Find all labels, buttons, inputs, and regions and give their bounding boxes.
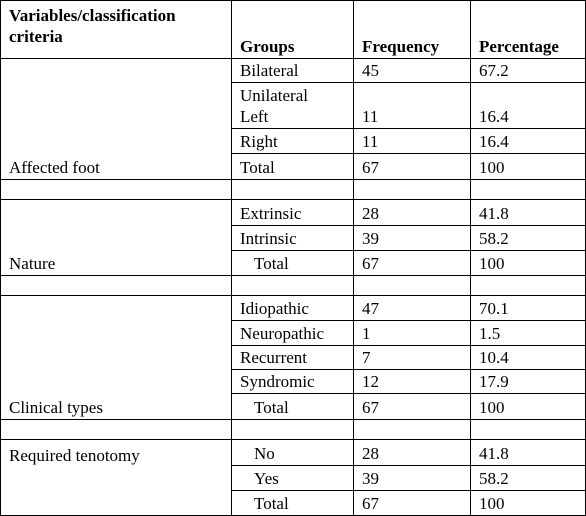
table-cell — [470, 419, 586, 440]
table-cell: 7 — [353, 345, 471, 370]
table-cell: 41.8 — [470, 199, 586, 226]
table-cell: 28 — [353, 439, 471, 466]
table-cell — [231, 179, 354, 200]
table-cell: Nature — [0, 199, 232, 276]
table-cell: Clinical types — [0, 295, 232, 420]
table-cell: 45 — [353, 58, 471, 83]
header-cell: Percentage — [470, 0, 586, 59]
table-cell — [353, 275, 471, 296]
header-cell: Groups — [231, 0, 354, 59]
table-cell: No — [231, 439, 354, 466]
table-cell: 11 — [353, 82, 471, 129]
table-cell — [470, 275, 586, 296]
table-cell — [231, 419, 354, 440]
table-cell: 39 — [353, 465, 471, 491]
table-cell — [231, 275, 354, 296]
table-cell: Syndromic — [231, 369, 354, 394]
table-cell: 11 — [353, 128, 471, 154]
table-cell: 100 — [470, 250, 586, 276]
table-cell — [0, 179, 232, 200]
table-cell: 67 — [353, 153, 471, 180]
table-cell: 67 — [353, 490, 471, 516]
table-cell: 67 — [353, 250, 471, 276]
table-cell: 12 — [353, 369, 471, 394]
table-cell — [470, 179, 586, 200]
table-cell: Total — [231, 490, 354, 516]
table-cell: Intrinsic — [231, 225, 354, 251]
table-cell: 67.2 — [470, 58, 586, 83]
table-cell: Neuropathic — [231, 320, 354, 346]
table-cell: 16.4 — [470, 82, 586, 129]
table-cell: Idiopathic — [231, 295, 354, 321]
table-cell: Unilateral Left — [231, 82, 354, 129]
table-cell: 58.2 — [470, 465, 586, 491]
header-cell: Variables/classification criteria — [0, 0, 232, 59]
table-cell: Bilateral — [231, 58, 354, 83]
table-cell: Extrinsic — [231, 199, 354, 226]
table-cell: 70.1 — [470, 295, 586, 321]
table-cell: 1.5 — [470, 320, 586, 346]
table-cell: 100 — [470, 490, 586, 516]
table-cell: 10.4 — [470, 345, 586, 370]
table-cell: Total — [231, 393, 354, 420]
table-cell: 58.2 — [470, 225, 586, 251]
table-cell — [0, 419, 232, 440]
table-cell: Affected foot — [0, 58, 232, 180]
table-cell — [353, 419, 471, 440]
table-cell: Required tenotomy — [0, 439, 232, 516]
table-cell: 1 — [353, 320, 471, 346]
table-cell — [0, 275, 232, 296]
table-cell: 16.4 — [470, 128, 586, 154]
table-cell: 39 — [353, 225, 471, 251]
table-cell: Recurrent — [231, 345, 354, 370]
table-cell: 100 — [470, 393, 586, 420]
table-cell: 17.9 — [470, 369, 586, 394]
table-cell: 28 — [353, 199, 471, 226]
table-cell: Total — [231, 250, 354, 276]
table-cell: 41.8 — [470, 439, 586, 466]
table-cell: 47 — [353, 295, 471, 321]
table-cell: Total — [231, 153, 354, 180]
table-cell: Yes — [231, 465, 354, 491]
table-cell: 100 — [470, 153, 586, 180]
header-cell: Frequency — [353, 0, 471, 59]
table-cell — [353, 179, 471, 200]
table-cell: Right — [231, 128, 354, 154]
table-cell: 67 — [353, 393, 471, 420]
